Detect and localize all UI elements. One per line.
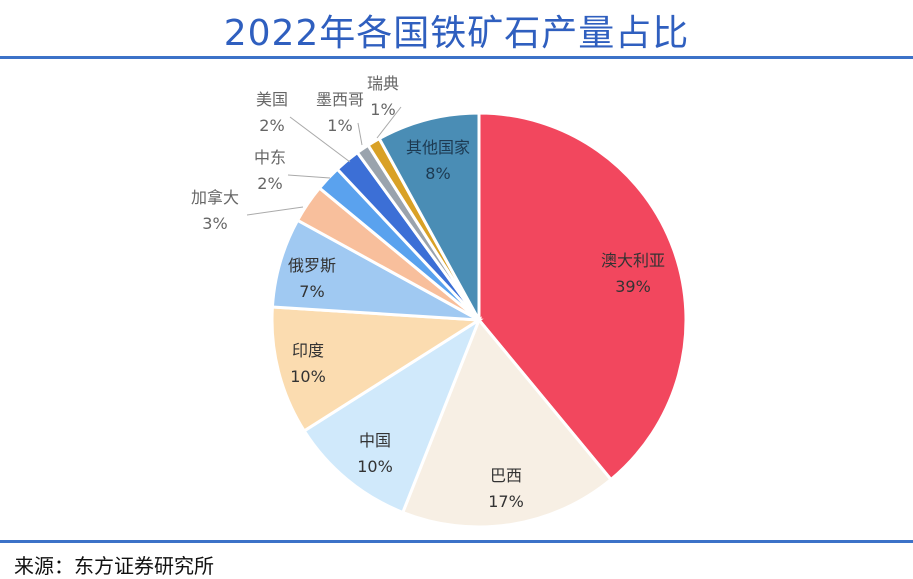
- slice-label-0: 澳大利亚: [601, 251, 665, 270]
- slice-value-7: 2%: [259, 116, 284, 135]
- pie-slice-0: [477, 111, 688, 482]
- slice-value-6: 2%: [257, 174, 282, 193]
- slice-value-9: 1%: [370, 100, 395, 119]
- slice-value-10: 8%: [425, 164, 450, 183]
- slice-label-6: 中东: [254, 148, 286, 167]
- slice-value-0: 39%: [615, 277, 651, 296]
- pie-slice-3: [270, 305, 484, 433]
- title-divider: [0, 56, 913, 59]
- slice-label-8: 墨西哥: [316, 90, 364, 109]
- slice-label-2: 中国: [359, 431, 391, 450]
- pie-slice-10: [377, 111, 481, 321]
- leader-line-9: [376, 106, 402, 139]
- slice-value-3: 10%: [290, 367, 326, 386]
- slice-value-4: 7%: [299, 282, 324, 301]
- chart-title: 2022年各国铁矿石产量占比: [223, 13, 690, 54]
- leader-line-6: [287, 174, 331, 179]
- slice-label-10: 其他国家: [406, 138, 470, 157]
- slice-label-9: 瑞典: [367, 74, 399, 93]
- leader-line-8: [357, 122, 363, 146]
- leader-line-5: [246, 206, 304, 216]
- pie-slice-1: [400, 317, 614, 529]
- slice-value-2: 10%: [357, 457, 393, 476]
- slice-label-7: 美国: [256, 90, 288, 109]
- slice-label-1: 巴西: [490, 466, 522, 485]
- slice-label-3: 印度: [292, 341, 324, 360]
- footer-divider: [0, 540, 913, 543]
- source-note: 来源：东方证券研究所: [14, 554, 214, 578]
- slice-value-5: 3%: [202, 214, 227, 233]
- slice-value-8: 1%: [327, 116, 352, 135]
- leader-line-7: [289, 116, 351, 163]
- slice-label-5: 加拿大: [191, 188, 239, 207]
- pie-slice-2: [302, 316, 483, 515]
- slice-label-4: 俄罗斯: [288, 256, 336, 275]
- slice-value-1: 17%: [488, 492, 524, 511]
